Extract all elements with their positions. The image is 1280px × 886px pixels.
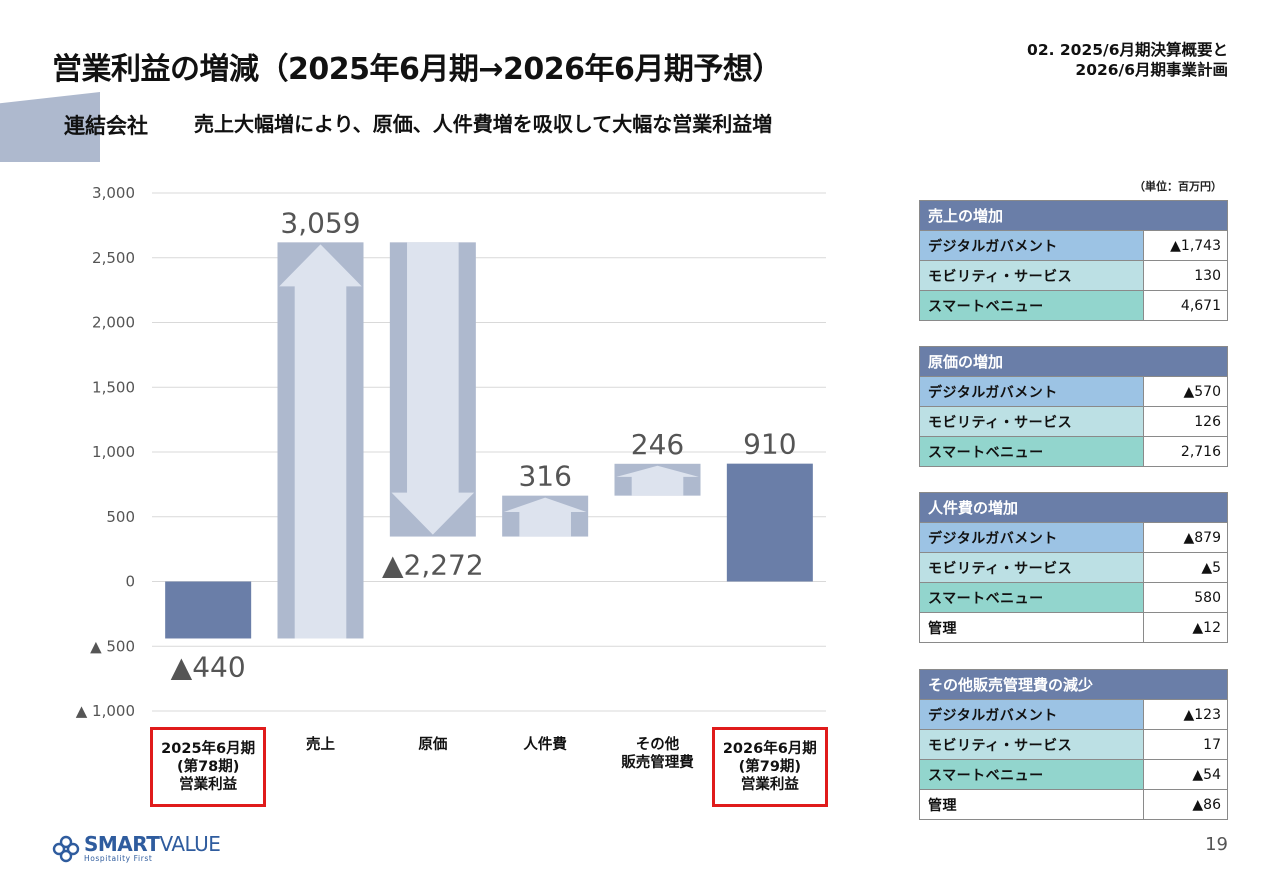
segment-label: デジタルガバメント (919, 699, 1144, 730)
segment-value: ▲123 (1143, 699, 1228, 730)
breakdown-row: デジタルガバメント ▲123 (919, 699, 1228, 730)
logo-wordmark: SMARTVALUE (84, 832, 221, 856)
segment-label: デジタルガバメント (919, 230, 1144, 261)
x-tick-label: 原価 (418, 737, 448, 753)
y-tick-label: 1,000 (92, 443, 135, 461)
segment-label: モビリティ・サービス (919, 729, 1144, 760)
segment-label: スマートベニュー (919, 290, 1144, 321)
segment-label: スマートベニュー (919, 582, 1144, 613)
segment-value: ▲54 (1143, 759, 1228, 790)
segment-label: スマートベニュー (919, 436, 1144, 467)
clover-logo-icon (52, 835, 80, 862)
waterfall-arrow (279, 244, 362, 639)
segment-value: 4,671 (1143, 290, 1228, 321)
segment-label: モビリティ・サービス (919, 406, 1144, 437)
waterfall-bar (165, 581, 252, 639)
breakdown-row: デジタルガバメント ▲570 (919, 376, 1228, 407)
data-label: 3,059 (280, 206, 360, 239)
segment-value: 17 (1143, 729, 1228, 760)
breakdown-row: モビリティ・サービス 17 (919, 729, 1228, 760)
breakdown-table-title: その他販売管理費の減少 (919, 669, 1228, 700)
breakdown-row: モビリティ・サービス 130 (919, 260, 1228, 291)
page-number: 19 (1205, 834, 1228, 855)
segment-value: 580 (1143, 582, 1228, 613)
y-tick-label: ▲ 500 (90, 637, 135, 655)
y-tick-label: 0 (125, 573, 135, 591)
waterfall-arrow (616, 465, 699, 496)
breakdown-row: 管理 ▲86 (919, 789, 1228, 820)
company-scope-label: 連結会社 (64, 114, 148, 138)
breakdown-row: モビリティ・サービス 126 (919, 406, 1228, 437)
segment-label: 管理 (919, 789, 1144, 820)
y-tick-label: 2,000 (92, 314, 135, 332)
segment-value: ▲86 (1143, 789, 1228, 820)
data-label: 910 (743, 428, 796, 461)
segment-value: ▲5 (1143, 552, 1228, 583)
y-tick-label: 2,500 (92, 249, 135, 267)
waterfall-chart: 3,000 2,500 2,000 1,500 1,000 500 0 ▲ 500 ▲ 1,00… (76, 184, 826, 720)
x-tick-label: その他 販売管理費 (621, 737, 694, 771)
data-label: 246 (631, 428, 684, 461)
segment-label: スマートベニュー (919, 759, 1144, 790)
company-logo: SMARTVALUE Hospitality First (52, 832, 221, 863)
y-tick-label: 1,500 (92, 378, 135, 396)
x-tick-label: 売上 (306, 737, 335, 753)
page-title: 営業利益の増減（2025年6月期→2026年6月期予想） (52, 52, 782, 87)
breakdown-row: スマートベニュー ▲54 (919, 759, 1228, 790)
segment-value: ▲1,743 (1143, 230, 1228, 261)
breakdown-table: その他販売管理費の減少 デジタルガバメント ▲123 モビリティ・サービス 17 スマート… (919, 669, 1228, 820)
waterfall-arrow (391, 242, 475, 535)
unit-label: （単位：百万円） (1134, 180, 1222, 193)
segment-label: デジタルガバメント (919, 522, 1144, 553)
waterfall-bar (726, 463, 813, 582)
segment-label: モビリティ・サービス (919, 552, 1144, 583)
segment-value: 2,716 (1143, 436, 1228, 467)
x-tick-label: 2026年6月期 (第79期) 営業利益 (711, 727, 828, 807)
data-label: ▲440 (171, 650, 246, 683)
x-tick-label: 人件費 (523, 737, 567, 753)
breakdown-row: スマートベニュー 580 (919, 582, 1228, 613)
section-label-line2: 2026/6月期事業計画 (1075, 61, 1228, 79)
y-tick-label: ▲ 1,000 (76, 702, 135, 720)
breakdown-row: スマートベニュー 2,716 (919, 436, 1228, 467)
breakdown-table-title: 原価の増加 (919, 346, 1228, 377)
section-label-line1: 02. 2025/6月期決算概要と (1027, 41, 1228, 59)
segment-label: デジタルガバメント (919, 376, 1144, 407)
slide-subtitle: 売上大幅増により、原価、人件費増を吸収して大幅な営業利益増 (194, 112, 773, 136)
decorative-band (0, 92, 100, 162)
segment-value: ▲879 (1143, 522, 1228, 553)
breakdown-table: 人件費の増加 デジタルガバメント ▲879 モビリティ・サービス ▲5 スマートベニュー 5… (919, 492, 1228, 643)
breakdown-row: デジタルガバメント ▲1,743 (919, 230, 1228, 261)
y-tick-label: 500 (106, 508, 135, 526)
breakdown-table-title: 売上の増加 (919, 200, 1228, 231)
waterfall-arrow (503, 497, 587, 537)
logo-tagline: Hospitality First (84, 854, 153, 863)
data-label: 316 (518, 460, 571, 493)
x-tick-label: 2025年6月期 (第78期) 営業利益 (150, 727, 267, 807)
segment-label: モビリティ・サービス (919, 260, 1144, 291)
data-label: ▲2,272 (382, 549, 484, 582)
segment-value: 130 (1143, 260, 1228, 291)
breakdown-row: 管理 ▲12 (919, 612, 1228, 643)
segment-label: 管理 (919, 612, 1144, 643)
section-label: 02. 2025/6月期決算概要と 2026/6月期事業計画 (1027, 40, 1228, 80)
breakdown-row: モビリティ・サービス ▲5 (919, 552, 1228, 583)
breakdown-table: 原価の増加 デジタルガバメント ▲570 モビリティ・サービス 126 スマートベニュー 2… (919, 346, 1228, 467)
breakdown-table: 売上の増加 デジタルガバメント ▲1,743 モビリティ・サービス 130 スマートベニュ… (919, 200, 1228, 321)
segment-value: ▲570 (1143, 376, 1228, 407)
breakdown-row: デジタルガバメント ▲879 (919, 522, 1228, 553)
breakdown-row: スマートベニュー 4,671 (919, 290, 1228, 321)
segment-value: 126 (1143, 406, 1228, 437)
y-tick-label: 3,000 (92, 184, 135, 202)
segment-value: ▲12 (1143, 612, 1228, 643)
breakdown-table-title: 人件費の増加 (919, 492, 1228, 523)
